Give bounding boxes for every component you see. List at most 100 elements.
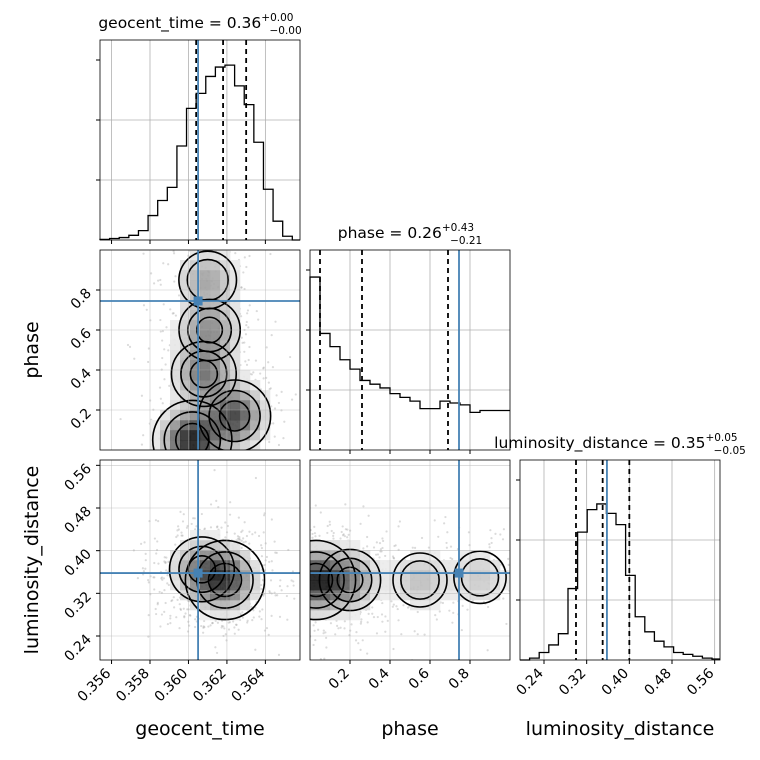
scatter-point [170,599,173,603]
scatter-point [343,627,346,630]
scatter-point [228,513,232,516]
scatter-point [301,541,303,543]
scatter-point [451,557,454,561]
density-cell [220,580,231,591]
scatter-point [268,560,271,563]
scatter-point [305,566,307,568]
scatter-point [140,443,144,446]
scatter-point [292,580,295,583]
density-cell [320,600,331,611]
scatter-point [203,527,206,530]
density-cell [440,560,451,571]
scatter-point [248,345,251,349]
density-cell [230,370,241,381]
density-cell [220,320,231,331]
scatter-point [255,309,258,313]
x-tick-label: 0.4 [366,665,393,692]
scatter-point [273,435,276,438]
scatter-point [159,397,162,400]
density-cell [190,540,201,551]
scatter-point [494,532,497,535]
scatter-point [210,452,212,454]
density-cell [170,370,181,381]
scatter-point [322,629,325,632]
scatter-point [179,510,182,513]
density-cell [180,330,191,341]
density-cell [200,280,211,291]
scatter-point [169,622,172,625]
scatter-point [449,545,453,548]
scatter-point [466,608,469,611]
density-cell [310,570,321,581]
scatter-point [203,619,206,623]
scatter-point [152,450,154,452]
scatter-point [220,626,223,629]
density-cell [210,570,221,581]
panel-bg [310,250,510,450]
scatter-point [427,546,431,549]
scatter-point [423,633,426,636]
scatter-point [254,476,258,480]
scatter-point [145,308,148,311]
density-cell [240,420,251,431]
scatter-point [246,619,249,622]
density-cell [200,300,211,311]
x-tick-label: 0.8 [446,666,473,693]
scatter-point [319,511,322,514]
scatter-point [243,453,245,455]
scatter-point [171,312,174,315]
scatter-point [241,611,244,614]
density-cell [170,410,181,421]
scatter-point [219,458,221,460]
density-cell [240,390,251,401]
scatter-point [416,633,419,636]
density-cell [200,550,211,561]
scatter-point [245,534,249,538]
scatter-point [156,603,159,606]
density-cell [360,600,371,611]
scatter-point [502,528,505,531]
scatter-point [294,393,297,396]
density-cell [210,410,221,421]
scatter-point [343,620,346,623]
density-cell [340,540,351,551]
scatter-point [202,625,205,628]
density-cell [430,600,441,611]
scatter-point [192,517,195,520]
density-cell [200,290,211,301]
density-cell [230,590,241,601]
scatter-point [302,572,304,574]
scatter-point [119,417,122,421]
scatter-point [280,390,283,393]
density-cell [150,440,161,450]
scatter-point [304,573,306,575]
scatter-point [517,586,519,588]
scatter-point [402,604,405,607]
density-cell [220,370,231,381]
scatter-point [268,590,271,593]
density-cell [420,570,431,581]
scatter-point [378,542,382,545]
scatter-point [307,634,309,636]
scatter-point [307,555,309,557]
scatter-point [240,286,243,289]
scatter-point [262,367,265,370]
density-cell [400,580,411,591]
scatter-point [136,577,140,580]
density-cell [200,420,211,431]
scatter-point [181,520,185,523]
scatter-point [384,615,387,618]
scatter-point [420,536,424,540]
scatter-point [155,454,157,456]
scatter-point [224,521,227,524]
density-cell [210,320,221,331]
scatter-point [262,377,265,380]
scatter-point [322,632,325,635]
scatter-point [307,605,309,607]
scatter-point [215,651,219,655]
scatter-point [234,252,237,255]
scatter-point [162,577,166,580]
scatter-point [375,632,379,635]
scatter-point [314,638,317,642]
density-cell [200,340,211,351]
